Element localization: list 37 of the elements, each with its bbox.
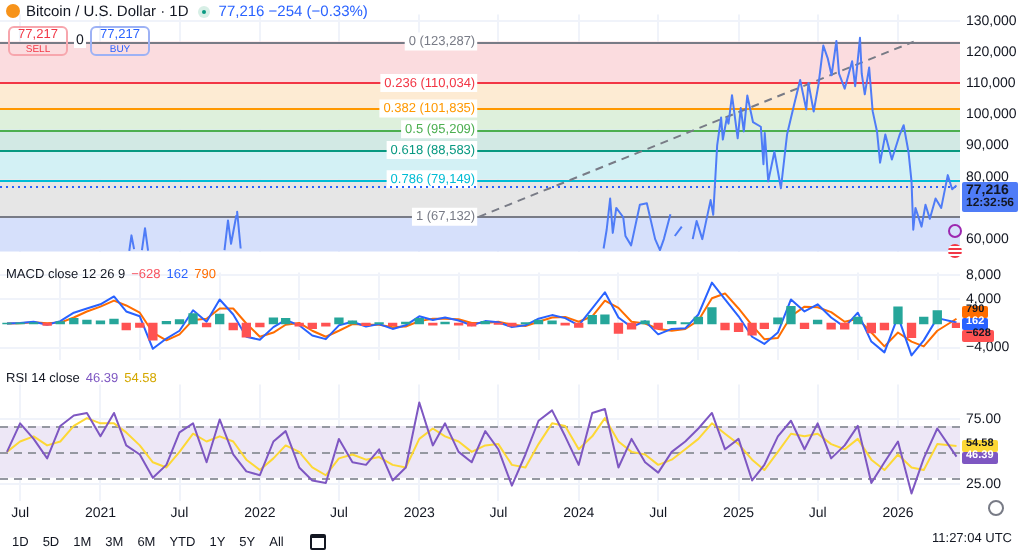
bar: [626, 322, 637, 330]
bar: [720, 322, 730, 331]
bar: [879, 322, 890, 331]
bar: [653, 322, 663, 330]
bar: [826, 322, 836, 330]
bar: [109, 318, 119, 325]
bar: [812, 319, 823, 325]
bar: [135, 322, 145, 328]
bar: [919, 316, 929, 325]
bar: [201, 322, 212, 328]
bar: [840, 322, 850, 330]
bar: [799, 322, 810, 329]
bar: [932, 310, 942, 325]
bar: [255, 322, 265, 328]
bar: [228, 322, 238, 331]
bar: [307, 322, 317, 329]
bar: [82, 319, 92, 325]
bar: [893, 306, 903, 325]
bar: [906, 322, 917, 339]
bar: [241, 322, 251, 338]
bar: [574, 322, 584, 328]
bar: [174, 319, 185, 325]
bar: [707, 307, 717, 325]
bar: [533, 319, 544, 325]
bar: [693, 316, 704, 325]
bar: [334, 317, 344, 325]
bar: [121, 322, 131, 331]
bar: [215, 313, 225, 325]
bar: [613, 322, 624, 334]
bar: [951, 322, 960, 328]
bar: [866, 322, 876, 334]
bar: [188, 313, 198, 325]
bar: [414, 318, 424, 325]
bar: [69, 318, 79, 325]
bar: [853, 316, 863, 325]
bar: [148, 322, 158, 341]
bar: [733, 322, 744, 332]
